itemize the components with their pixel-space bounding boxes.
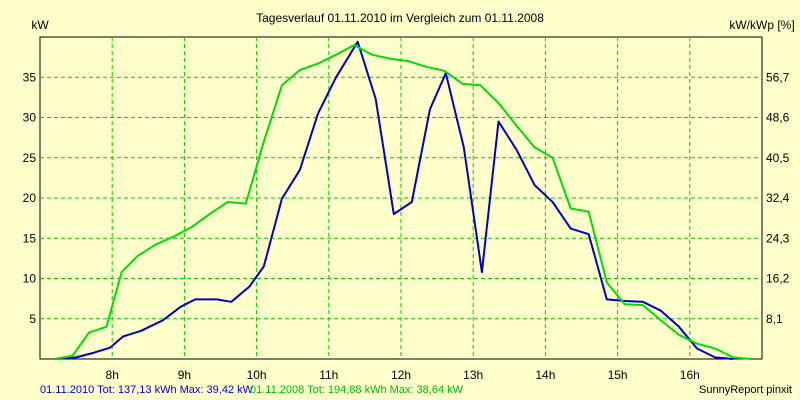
- y-axis-left-label: kW: [31, 18, 49, 32]
- chart-title: Tagesverlauf 01.11.2010 im Vergleich zum…: [256, 11, 544, 25]
- y-tick-label-right: 16,2: [766, 272, 790, 286]
- y-tick-label-right: 40,5: [766, 151, 790, 165]
- x-tick-label: 12h: [391, 368, 411, 382]
- y-tick-label-left: 35: [23, 70, 37, 84]
- footer-credit: SunnyReport pinxit: [699, 384, 792, 396]
- series-line-1: [54, 40, 734, 360]
- x-tick-label: 15h: [608, 368, 628, 382]
- x-tick-label: 13h: [463, 368, 483, 382]
- y-tick-label-left: 5: [29, 312, 36, 326]
- y-tick-label-left: 15: [23, 231, 37, 245]
- x-tick-label: 14h: [535, 368, 555, 382]
- x-tick-label: 16h: [680, 368, 700, 382]
- y-axis-right-label: kW/kWp [%]: [729, 18, 794, 32]
- series-line-2: [54, 44, 752, 360]
- y-tick-label-right: 48,6: [766, 111, 790, 125]
- x-tick-label: 10h: [247, 368, 267, 382]
- y-tick-label-right: 56,7: [766, 70, 790, 84]
- x-tick-label: 9h: [178, 368, 191, 382]
- y-tick-label-left: 10: [23, 272, 37, 286]
- y-tick-label-left: 25: [23, 151, 37, 165]
- x-tick-label: 8h: [106, 368, 119, 382]
- y-tick-label-right: 8,1: [766, 312, 783, 326]
- y-tick-label-right: 32,4: [766, 191, 790, 205]
- y-tick-label-right: 24,3: [766, 231, 790, 245]
- y-tick-label-left: 30: [23, 111, 37, 125]
- footer-series-2-summary: 01.11.2008 Tot: 194,88 kWh Max: 38,64 kW: [250, 384, 464, 396]
- y-tick-label-left: 20: [23, 191, 37, 205]
- footer-series-1-summary: 01.11.2010 Tot: 137,13 kWh Max: 39,42 kW: [40, 384, 254, 396]
- x-tick-label: 11h: [319, 368, 338, 382]
